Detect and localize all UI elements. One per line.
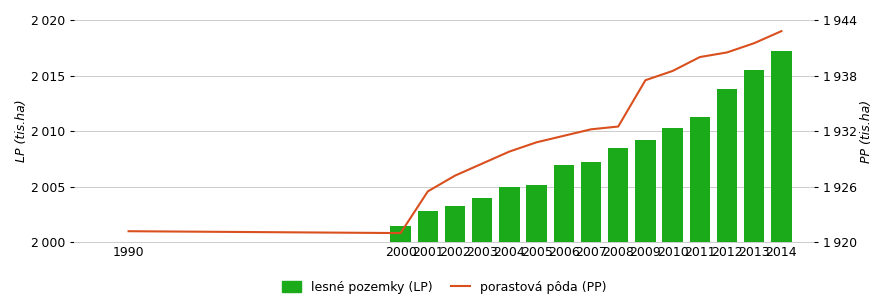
Bar [581,162,601,242]
Bar [717,89,737,242]
Bar [553,164,574,242]
Bar [744,70,765,242]
Bar [771,51,791,242]
Bar [527,185,547,242]
Y-axis label: PP (tis.ha): PP (tis.ha) [860,100,873,163]
Bar [635,140,655,242]
Bar [391,226,411,242]
Y-axis label: LP (tis.ha): LP (tis.ha) [15,100,28,163]
Bar [499,187,519,242]
Bar [472,198,493,242]
Bar [417,211,438,242]
Bar [445,206,465,242]
Bar [690,117,710,242]
Bar [662,128,683,242]
Bar [608,148,629,242]
Legend: lesné pozemky (LP), porastová pôda (PP): lesné pozemky (LP), porastová pôda (PP) [277,276,611,299]
